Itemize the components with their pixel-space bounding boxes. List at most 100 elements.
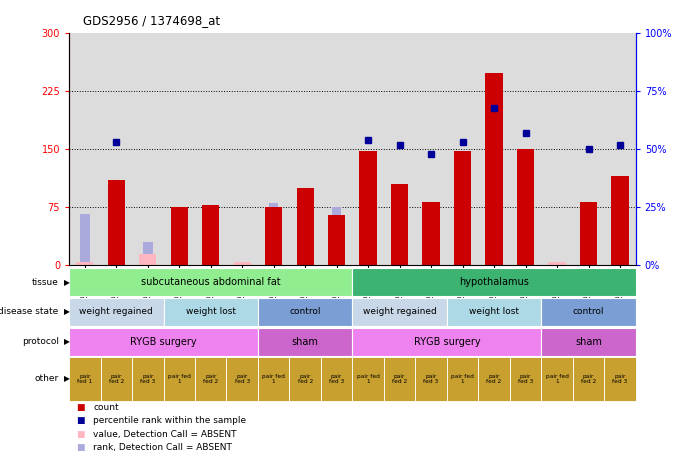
Text: sham: sham <box>292 337 319 347</box>
Bar <box>258 357 290 401</box>
Bar <box>541 328 636 356</box>
Bar <box>80 214 90 265</box>
Bar <box>321 357 352 401</box>
Bar <box>447 298 541 326</box>
Bar <box>604 357 636 401</box>
Text: ▶: ▶ <box>64 308 70 316</box>
Text: ■: ■ <box>76 417 84 425</box>
Bar <box>139 254 156 265</box>
Text: rank, Detection Call = ABSENT: rank, Detection Call = ABSENT <box>93 443 232 452</box>
Bar <box>573 357 604 401</box>
Text: weight regained: weight regained <box>79 308 153 316</box>
Bar <box>352 357 384 401</box>
Bar <box>195 357 227 401</box>
Bar <box>612 176 629 265</box>
Text: pair
fed 2: pair fed 2 <box>581 374 596 384</box>
Bar <box>541 298 636 326</box>
Bar <box>422 202 439 265</box>
Text: weight lost: weight lost <box>469 308 519 316</box>
Text: weight regained: weight regained <box>363 308 437 316</box>
Bar <box>447 357 478 401</box>
Text: pair
fed 3: pair fed 3 <box>424 374 439 384</box>
Bar <box>69 328 258 356</box>
Text: pair
fed 2: pair fed 2 <box>392 374 407 384</box>
Text: pair
fed 3: pair fed 3 <box>235 374 250 384</box>
Bar <box>580 202 597 265</box>
Bar <box>234 262 251 265</box>
Text: pair fed
1: pair fed 1 <box>546 374 569 384</box>
Bar <box>454 151 471 265</box>
Bar <box>541 357 573 401</box>
Text: count: count <box>93 403 119 412</box>
Bar <box>391 184 408 265</box>
Text: tissue: tissue <box>32 278 59 286</box>
Bar <box>332 208 341 265</box>
Text: control: control <box>290 308 321 316</box>
Text: pair
fed 3: pair fed 3 <box>612 374 627 384</box>
Bar <box>269 203 278 265</box>
Text: sham: sham <box>575 337 602 347</box>
Bar <box>108 180 125 265</box>
Bar <box>69 298 164 326</box>
Text: pair
fed 2: pair fed 2 <box>486 374 502 384</box>
Text: RYGB surgery: RYGB surgery <box>413 337 480 347</box>
Bar <box>290 357 321 401</box>
Bar <box>101 357 132 401</box>
Bar <box>69 268 352 296</box>
Text: RYGB surgery: RYGB surgery <box>130 337 197 347</box>
Bar <box>258 298 352 326</box>
Text: pair fed
1: pair fed 1 <box>168 374 191 384</box>
Bar <box>384 357 415 401</box>
Bar <box>164 298 258 326</box>
Text: protocol: protocol <box>21 337 59 346</box>
Bar <box>301 196 310 265</box>
Text: pair fed
1: pair fed 1 <box>263 374 285 384</box>
Text: pair
fed 2: pair fed 2 <box>298 374 313 384</box>
Text: pair
fed 3: pair fed 3 <box>140 374 155 384</box>
Bar <box>328 215 346 265</box>
Bar <box>69 357 101 401</box>
Text: weight lost: weight lost <box>186 308 236 316</box>
Bar <box>258 328 352 356</box>
Bar <box>143 242 153 265</box>
Text: pair
fed 2: pair fed 2 <box>203 374 218 384</box>
Text: percentile rank within the sample: percentile rank within the sample <box>93 417 247 425</box>
Text: pair
fed 2: pair fed 2 <box>108 374 124 384</box>
Text: GDS2956 / 1374698_at: GDS2956 / 1374698_at <box>83 14 220 27</box>
Text: ▶: ▶ <box>64 278 70 286</box>
Text: pair fed
1: pair fed 1 <box>451 374 474 384</box>
Bar <box>206 231 216 265</box>
Text: other: other <box>35 374 59 383</box>
Bar <box>202 205 220 265</box>
Bar <box>489 110 499 265</box>
Bar <box>164 357 195 401</box>
Text: pair fed
1: pair fed 1 <box>357 374 379 384</box>
Bar <box>352 268 636 296</box>
Text: ■: ■ <box>76 443 84 452</box>
Text: pair
fed 3: pair fed 3 <box>329 374 344 384</box>
Bar <box>132 357 164 401</box>
Text: ▶: ▶ <box>64 374 70 383</box>
Text: ■: ■ <box>76 403 84 412</box>
Bar <box>352 328 541 356</box>
Text: ▶: ▶ <box>64 337 70 346</box>
Text: control: control <box>573 308 604 316</box>
Bar <box>485 73 503 265</box>
Bar <box>352 298 447 326</box>
Text: pair
fed 1: pair fed 1 <box>77 374 93 384</box>
Bar <box>227 357 258 401</box>
Bar <box>171 208 188 265</box>
Text: value, Detection Call = ABSENT: value, Detection Call = ABSENT <box>93 430 237 438</box>
Text: disease state: disease state <box>0 308 59 316</box>
Text: pair
fed 3: pair fed 3 <box>518 374 533 384</box>
Text: ■: ■ <box>76 430 84 438</box>
Bar <box>265 208 283 265</box>
Bar <box>76 262 93 265</box>
Bar <box>415 357 447 401</box>
Bar <box>296 188 314 265</box>
Text: subcutaneous abdominal fat: subcutaneous abdominal fat <box>141 277 281 287</box>
Bar <box>478 357 510 401</box>
Text: hypothalamus: hypothalamus <box>459 277 529 287</box>
Bar <box>517 149 534 265</box>
Bar <box>549 262 566 265</box>
